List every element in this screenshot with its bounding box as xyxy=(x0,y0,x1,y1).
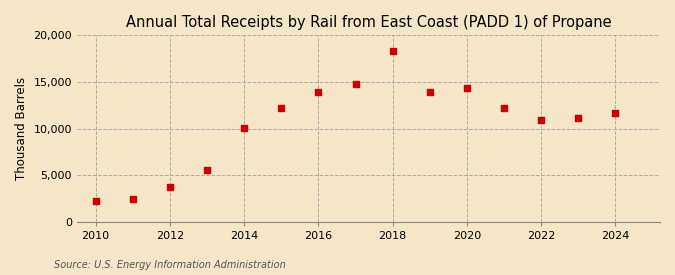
Text: Source: U.S. Energy Information Administration: Source: U.S. Energy Information Administ… xyxy=(54,260,286,270)
Point xyxy=(610,111,621,115)
Point xyxy=(239,125,250,130)
Point xyxy=(276,106,287,110)
Point xyxy=(499,106,510,110)
Point xyxy=(425,90,435,94)
Title: Annual Total Receipts by Rail from East Coast (PADD 1) of Propane: Annual Total Receipts by Rail from East … xyxy=(126,15,612,30)
Point xyxy=(350,82,361,86)
Point xyxy=(128,197,138,202)
Point xyxy=(313,90,324,94)
Point xyxy=(90,199,101,204)
Point xyxy=(202,168,213,173)
Point xyxy=(165,185,176,189)
Y-axis label: Thousand Barrels: Thousand Barrels xyxy=(15,77,28,180)
Point xyxy=(573,116,584,120)
Point xyxy=(387,49,398,53)
Point xyxy=(462,86,472,91)
Point xyxy=(536,118,547,122)
